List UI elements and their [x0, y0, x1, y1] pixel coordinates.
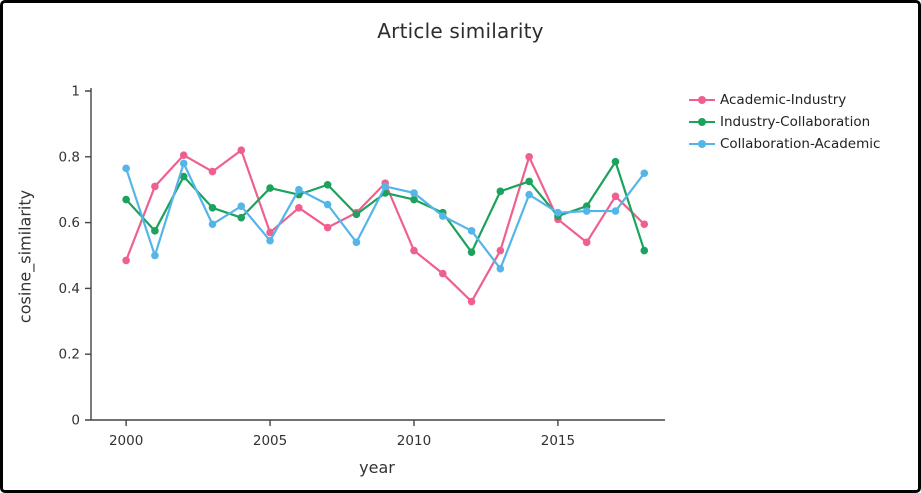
- data-point-collaboration-academic: [323, 200, 332, 209]
- y-tick-label: 0.2: [59, 347, 80, 363]
- legend-item-academic-industry[interactable]: Academic-Industry: [689, 91, 880, 109]
- data-point-industry-collaboration: [237, 213, 246, 222]
- data-point-collaboration-academic: [381, 182, 390, 191]
- data-point-academic-industry: [179, 151, 188, 159]
- data-point-academic-industry: [151, 182, 159, 191]
- y-axis-label: cosine_similarity: [15, 189, 35, 324]
- y-tick-label: 1: [71, 84, 80, 100]
- data-point-academic-industry: [323, 223, 332, 232]
- data-point-collaboration-academic: [496, 264, 505, 273]
- x-tick-label: 2005: [253, 433, 287, 449]
- x-tick-label: 2015: [541, 433, 575, 449]
- x-tick-label: 2000: [109, 433, 143, 449]
- data-point-academic-industry: [237, 146, 246, 155]
- legend-label: Industry-Collaboration: [720, 114, 871, 130]
- data-point-collaboration-academic: [582, 207, 591, 215]
- data-point-academic-industry: [122, 256, 130, 265]
- data-point-industry-collaboration: [525, 177, 533, 186]
- data-point-industry-collaboration: [151, 227, 159, 235]
- data-point-collaboration-academic: [352, 238, 361, 247]
- series-line-academic-industry: [125, 149, 646, 303]
- data-point-industry-collaboration: [467, 248, 476, 257]
- data-point-collaboration-academic: [179, 159, 188, 168]
- data-point-collaboration-academic: [295, 185, 303, 194]
- data-point-industry-collaboration: [496, 187, 505, 196]
- data-point-collaboration-academic: [237, 202, 246, 210]
- y-tick-label: 0.6: [59, 215, 80, 231]
- data-point-collaboration-academic: [525, 190, 533, 199]
- legend: Academic-Industry Industry-Collaboration C…: [689, 91, 880, 153]
- data-point-collaboration-academic: [467, 227, 476, 235]
- y-tick-label: 0.8: [59, 149, 80, 165]
- data-point-industry-collaboration: [352, 210, 361, 219]
- data-point-academic-industry: [467, 297, 476, 306]
- data-point-academic-industry: [640, 220, 649, 229]
- data-point-collaboration-academic: [266, 236, 274, 245]
- data-point-industry-collaboration: [179, 172, 188, 181]
- chart-title: Article similarity: [377, 19, 544, 43]
- legend-item-collaboration-academic[interactable]: Collaboration-Academic: [689, 135, 880, 153]
- x-axis-label: year: [359, 458, 395, 477]
- data-point-academic-industry: [496, 246, 505, 255]
- data-point-collaboration-academic: [151, 251, 159, 260]
- data-point-academic-industry: [525, 153, 533, 161]
- legend-line-marker-icon: [689, 95, 715, 105]
- line-chart-canvas: 0 0.2 0.4 0.6 0.8 1 2000 2005 2010 2015: [59, 84, 665, 449]
- data-point-collaboration-academic: [611, 207, 620, 215]
- data-point-collaboration-academic: [122, 164, 130, 173]
- data-point-industry-collaboration: [640, 246, 649, 255]
- legend-label: Academic-Industry: [720, 92, 847, 108]
- data-point-academic-industry: [295, 203, 303, 212]
- data-point-industry-collaboration: [208, 203, 217, 212]
- data-point-industry-collaboration: [323, 180, 332, 189]
- legend-line-marker-icon: [689, 139, 715, 149]
- data-point-collaboration-academic: [438, 212, 447, 220]
- data-point-academic-industry: [438, 269, 447, 278]
- data-point-collaboration-academic: [410, 189, 418, 197]
- y-tick-label: 0.4: [59, 281, 80, 297]
- y-tick-label: 0: [71, 413, 80, 429]
- data-point-industry-collaboration: [122, 195, 130, 204]
- legend-label: Collaboration-Academic: [720, 136, 881, 152]
- x-tick-label: 2010: [397, 433, 431, 449]
- data-point-industry-collaboration: [266, 184, 274, 192]
- data-point-collaboration-academic: [554, 208, 562, 217]
- series-line-collaboration-academic: [125, 162, 646, 270]
- data-point-academic-industry: [611, 192, 620, 201]
- data-point-industry-collaboration: [611, 157, 620, 166]
- data-point-collaboration-academic: [208, 220, 217, 229]
- data-point-academic-industry: [266, 228, 274, 237]
- data-point-academic-industry: [582, 238, 591, 247]
- legend-line-marker-icon: [689, 117, 715, 127]
- legend-item-industry-collaboration[interactable]: Industry-Collaboration: [689, 113, 880, 131]
- data-point-industry-collaboration: [410, 195, 418, 204]
- data-point-academic-industry: [410, 246, 418, 255]
- data-point-academic-industry: [208, 167, 217, 176]
- data-point-collaboration-academic: [640, 169, 649, 178]
